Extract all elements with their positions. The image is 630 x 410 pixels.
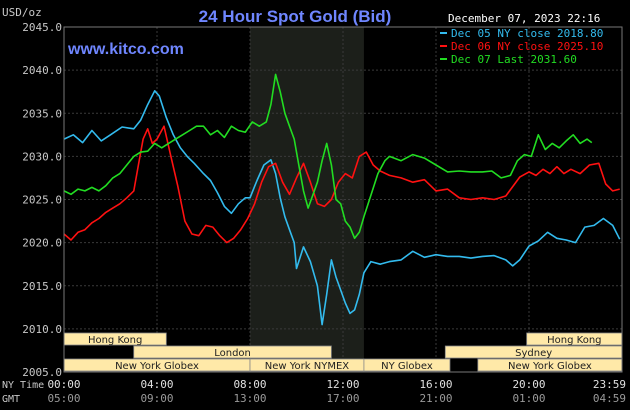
market-box-2 (133, 345, 332, 359)
market-sessions: Hong Kong Hong Kong London Sydney New York G… (63, 332, 623, 372)
x-tick-ny-3: 12:00 (326, 378, 359, 391)
x-row-label-gmt: GMT (2, 394, 20, 405)
site-url[interactable]: www.kitco.com (67, 41, 184, 58)
x-row-label-ny: NY Time (2, 380, 44, 391)
market-session-4: New York Globex (63, 358, 251, 372)
market-label-6: NY Globex (381, 361, 433, 372)
y-tick-label-8: 2045.0 (22, 21, 62, 34)
market-session-3: Sydney (444, 345, 623, 359)
market-box-6 (363, 358, 451, 372)
x-tick-gmt-4: 21:00 (419, 392, 452, 405)
x-tick-ny-6: 23:59 (593, 378, 626, 391)
y-tick-label-3: 2020.0 (22, 237, 62, 250)
y-tick-label-4: 2025.0 (22, 194, 62, 207)
market-session-7: New York Globex (477, 358, 623, 372)
market-session-2: London (133, 345, 332, 359)
x-tick-ny-2: 08:00 (233, 378, 266, 391)
market-session-5: New York NYMEX (249, 358, 365, 372)
y-tick-label-0: 2005.0 (22, 366, 62, 379)
series-line-dec07 (63, 73, 593, 240)
x-tick-ny-4: 16:00 (419, 378, 452, 391)
market-label-5: New York NYMEX (265, 361, 350, 372)
series-lines (63, 73, 621, 326)
x-tick-ny-0: 00:00 (47, 378, 80, 391)
series-line-dec06 (63, 125, 620, 244)
market-label-4: New York Globex (115, 361, 199, 372)
market-session-0: Hong Kong (63, 332, 167, 346)
x-tick-ny-1: 04:00 (140, 378, 173, 391)
legend-entry-dec06: Dec 06 NY close 2025.10 (451, 40, 603, 53)
x-tick-gmt-3: 17:00 (326, 392, 359, 405)
chart-title: 24 Hour Spot Gold (Bid) (199, 7, 392, 26)
y-tick-labels: 2005.0 2010.0 2015.0 2020.0 2025.0 2030.0 2035… (22, 21, 62, 379)
market-label-0: Hong Kong (88, 335, 142, 346)
market-label-2: London (214, 348, 251, 359)
y-tick-label-5: 2030.0 (22, 150, 62, 163)
y-tick-label-2: 2015.0 (22, 280, 62, 293)
legend-entry-dec07: Dec 07 Last 2031.60 (451, 53, 577, 66)
market-label-1: Hong Kong (547, 335, 601, 346)
series-line-dec05 (63, 90, 621, 326)
y-tick-label-1: 2010.0 (22, 323, 62, 336)
market-session-6: NY Globex (363, 358, 451, 372)
y-tick-label-6: 2035.0 (22, 107, 62, 120)
ny-session-shade (250, 27, 364, 372)
market-label-3: Sydney (515, 348, 552, 359)
x-tick-gmt-0: 05:00 (47, 392, 80, 405)
x-tick-gmt-6: 04:59 (593, 392, 626, 405)
market-label-7: New York Globex (508, 361, 592, 372)
y-tick-label-7: 2040.0 (22, 64, 62, 77)
legend-entry-dec05: Dec 05 NY close 2018.80 (451, 27, 603, 40)
y-axis-unit: USD/oz (2, 6, 42, 19)
timestamp: December 07, 2023 22:16 (448, 12, 600, 25)
x-tick-gmt-5: 01:00 (512, 392, 545, 405)
market-session-1: Hong Kong (526, 332, 623, 346)
x-tick-ny-5: 20:00 (512, 378, 545, 391)
x-tick-gmt-2: 13:00 (233, 392, 266, 405)
x-tick-gmt-1: 09:00 (140, 392, 173, 405)
plot-frame (63, 26, 623, 373)
